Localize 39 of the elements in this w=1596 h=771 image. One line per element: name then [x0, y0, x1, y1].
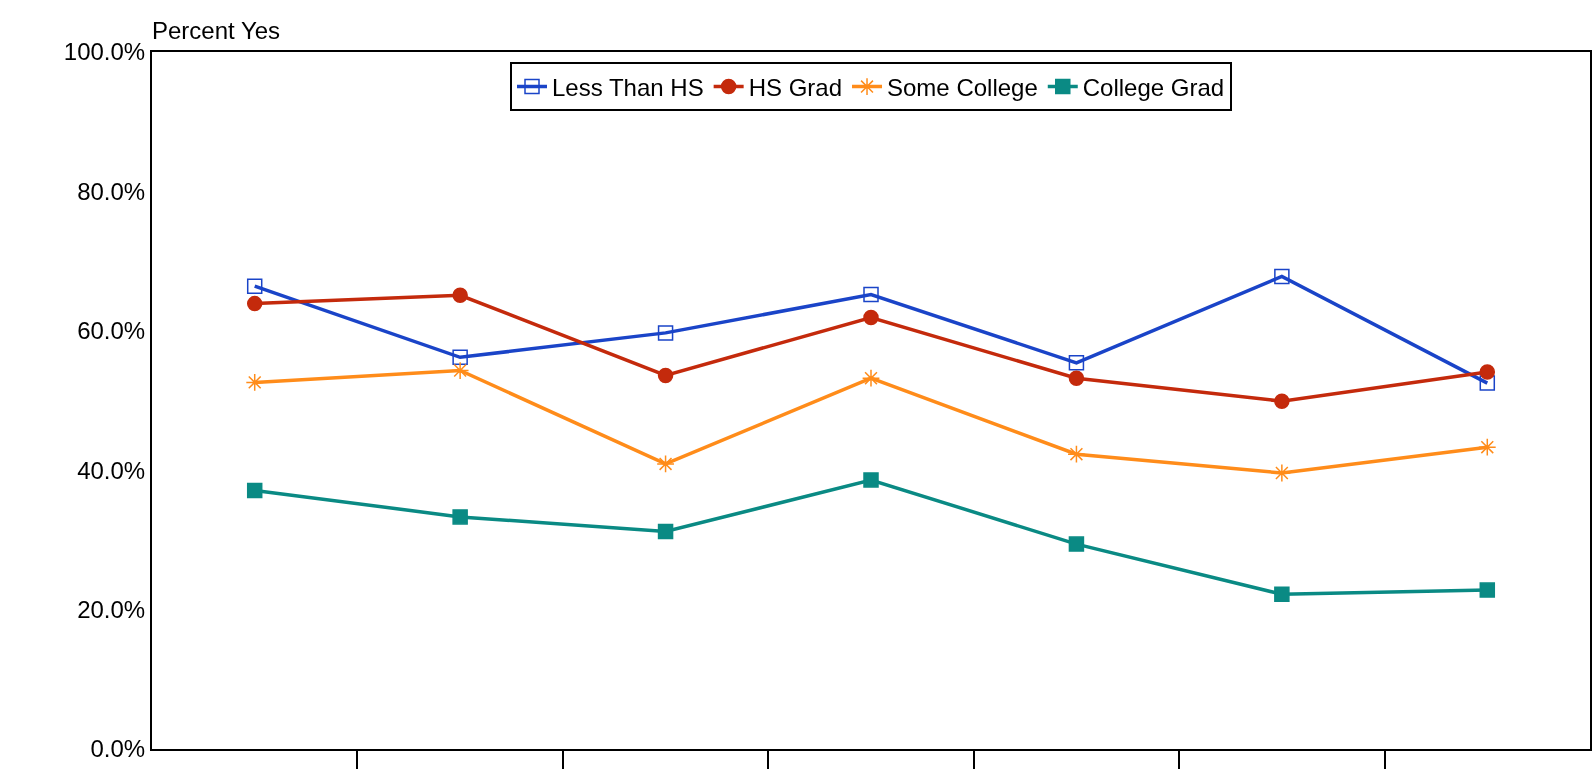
point — [657, 325, 674, 341]
point — [1478, 438, 1497, 457]
point — [863, 309, 879, 326]
legend-label: HS Grad — [748, 73, 843, 101]
point — [452, 509, 468, 525]
legend-label: Less Than HS — [552, 73, 704, 101]
point — [1068, 370, 1085, 386]
point — [1479, 582, 1496, 598]
y-axis-title: Percent Yes — [152, 17, 281, 44]
legend-label: College Grad — [1082, 73, 1225, 101]
point — [1479, 375, 1496, 391]
y-tick-label: 60.0% — [77, 317, 146, 345]
y-tick-label: 40.0% — [77, 456, 146, 484]
point — [656, 454, 675, 474]
point — [452, 287, 468, 303]
point — [863, 472, 879, 488]
point — [246, 295, 263, 312]
point — [1274, 393, 1290, 409]
point — [1068, 536, 1085, 552]
point — [246, 482, 263, 499]
point — [861, 369, 881, 388]
legend-label: Some College — [887, 73, 1038, 101]
y-tick-label: 20.0% — [77, 596, 146, 623]
point — [452, 349, 468, 366]
point — [1272, 463, 1292, 483]
point — [1068, 355, 1085, 371]
point — [863, 286, 879, 303]
point — [1067, 445, 1086, 464]
point — [1274, 268, 1290, 285]
point — [450, 361, 470, 380]
point — [657, 523, 674, 540]
point — [1274, 586, 1290, 603]
y-tick-label: 80.0% — [77, 177, 146, 205]
point — [246, 278, 263, 294]
y-tick-label: 100.0% — [63, 38, 146, 66]
point — [657, 367, 674, 384]
point — [245, 373, 264, 392]
point — [1479, 364, 1496, 380]
y-tick-label: 0.0% — [90, 735, 146, 763]
